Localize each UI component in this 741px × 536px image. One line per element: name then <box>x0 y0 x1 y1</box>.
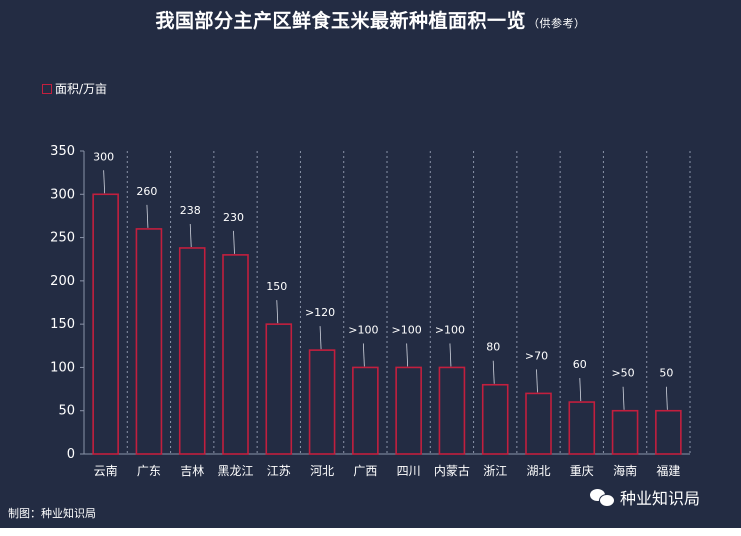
bar <box>135 228 163 455</box>
data-label-leader <box>189 223 192 247</box>
data-label: 300 <box>93 150 114 163</box>
y-tick-label: 150 <box>50 317 75 332</box>
legend-label: 面积/万亩 <box>55 82 108 96</box>
x-tick-label: 广东 <box>137 464 161 478</box>
data-label: >100 <box>435 323 465 336</box>
data-label: >70 <box>525 349 548 362</box>
data-label-leader <box>276 300 279 324</box>
data-label: >100 <box>348 323 378 336</box>
y-tick-label: 100 <box>50 360 75 375</box>
chart-title: 我国部分主产区鲜食玉米最新种植面积一览 （供参考） <box>0 6 741 33</box>
y-tick-label: 50 <box>58 404 75 419</box>
data-label-leader <box>579 378 582 402</box>
data-label: 60 <box>573 358 587 371</box>
data-label-leader <box>103 170 106 194</box>
brand: 种业知识局 <box>590 485 700 509</box>
bar <box>568 401 596 455</box>
data-label: >50 <box>611 367 634 380</box>
data-label: 260 <box>136 185 157 198</box>
data-label-leader <box>362 343 365 367</box>
x-tick-label: 重庆 <box>570 464 594 478</box>
data-label-leader <box>622 386 625 410</box>
x-tick-label: 江苏 <box>267 464 291 478</box>
bar <box>222 254 249 455</box>
bar <box>265 323 293 455</box>
x-tick-label: 河北 <box>310 464 334 478</box>
y-tick-label: 0 <box>67 447 75 462</box>
y-tick-label: 250 <box>50 231 75 246</box>
x-tick-label: 湖北 <box>526 463 550 478</box>
data-label-leader <box>536 369 538 393</box>
x-tick-label: 广西 <box>353 464 377 478</box>
bar <box>655 409 682 455</box>
data-label-leader <box>492 360 495 384</box>
data-label: 238 <box>180 204 201 217</box>
y-tick-label: 200 <box>50 274 75 289</box>
y-tick-label: 350 <box>50 144 75 159</box>
data-label: 150 <box>266 280 287 293</box>
bar <box>611 409 639 455</box>
title-subtitle: （供参考） <box>528 17 586 30</box>
bar <box>481 383 509 455</box>
bar <box>395 366 422 455</box>
data-label: 50 <box>659 367 673 380</box>
title-text: 我国部分主产区鲜食玉米最新种植面积一览 <box>155 10 526 32</box>
x-tick-label: 福建 <box>656 463 680 478</box>
bar <box>308 349 336 455</box>
data-label: 80 <box>486 341 500 354</box>
bar <box>178 247 206 455</box>
data-label-leader <box>449 343 452 367</box>
data-label-leader <box>319 326 322 350</box>
data-label-leader <box>233 230 235 254</box>
bar <box>438 366 466 455</box>
data-label-leader <box>146 204 149 228</box>
brand-name: 种业知识局 <box>620 489 701 508</box>
bar <box>92 193 119 455</box>
y-tick-label: 300 <box>50 187 75 202</box>
data-label: 230 <box>223 211 244 224</box>
bar <box>352 366 379 455</box>
data-label-leader <box>406 343 409 367</box>
data-label-leader <box>665 386 668 410</box>
x-tick-label: 吉林 <box>180 464 204 478</box>
x-tick-label: 浙江 <box>483 464 507 478</box>
x-tick-label: 四川 <box>397 464 421 478</box>
x-tick-label: 海南 <box>613 463 637 478</box>
footer-credit: 制图：种业知识局 <box>8 507 96 520</box>
legend-swatch <box>42 83 52 94</box>
x-tick-label: 黑龙江 <box>217 464 253 478</box>
bar <box>525 392 552 455</box>
data-label: >120 <box>305 306 335 319</box>
x-tick-label: 云南 <box>94 463 118 478</box>
bottom-border <box>0 528 741 536</box>
wechat-icon <box>590 487 616 507</box>
data-label: >100 <box>392 323 422 336</box>
x-tick-label: 内蒙古 <box>434 463 470 478</box>
legend: 面积/万亩 <box>42 80 107 97</box>
